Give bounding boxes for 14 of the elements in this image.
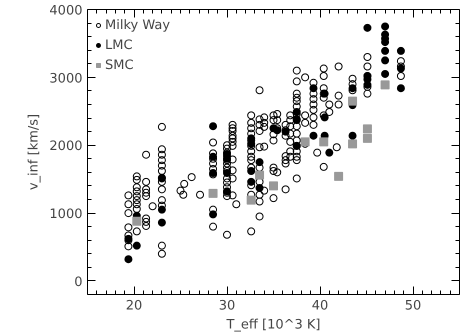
x-tick-label: 30 (218, 298, 236, 314)
legend-label: LMC (105, 38, 133, 52)
legend-label: SMC (105, 58, 134, 72)
x-tick-label: 20 (126, 298, 142, 314)
y-tick-label: 3000 (49, 71, 83, 86)
y-tick-label: 0 (74, 274, 83, 290)
x-tick-label: 50 (404, 298, 422, 314)
y-axis-title: v_inf [km/s] (26, 114, 42, 190)
x-axis-title: T_eff [10^3 K] (225, 318, 321, 332)
y-tick-label: 2000 (49, 139, 83, 154)
x-tick-label: 40 (312, 298, 328, 314)
legend-label: Milky Way (105, 18, 170, 32)
y-tick-label: 1000 (49, 207, 83, 222)
y-tick-label: 4000 (49, 4, 83, 18)
